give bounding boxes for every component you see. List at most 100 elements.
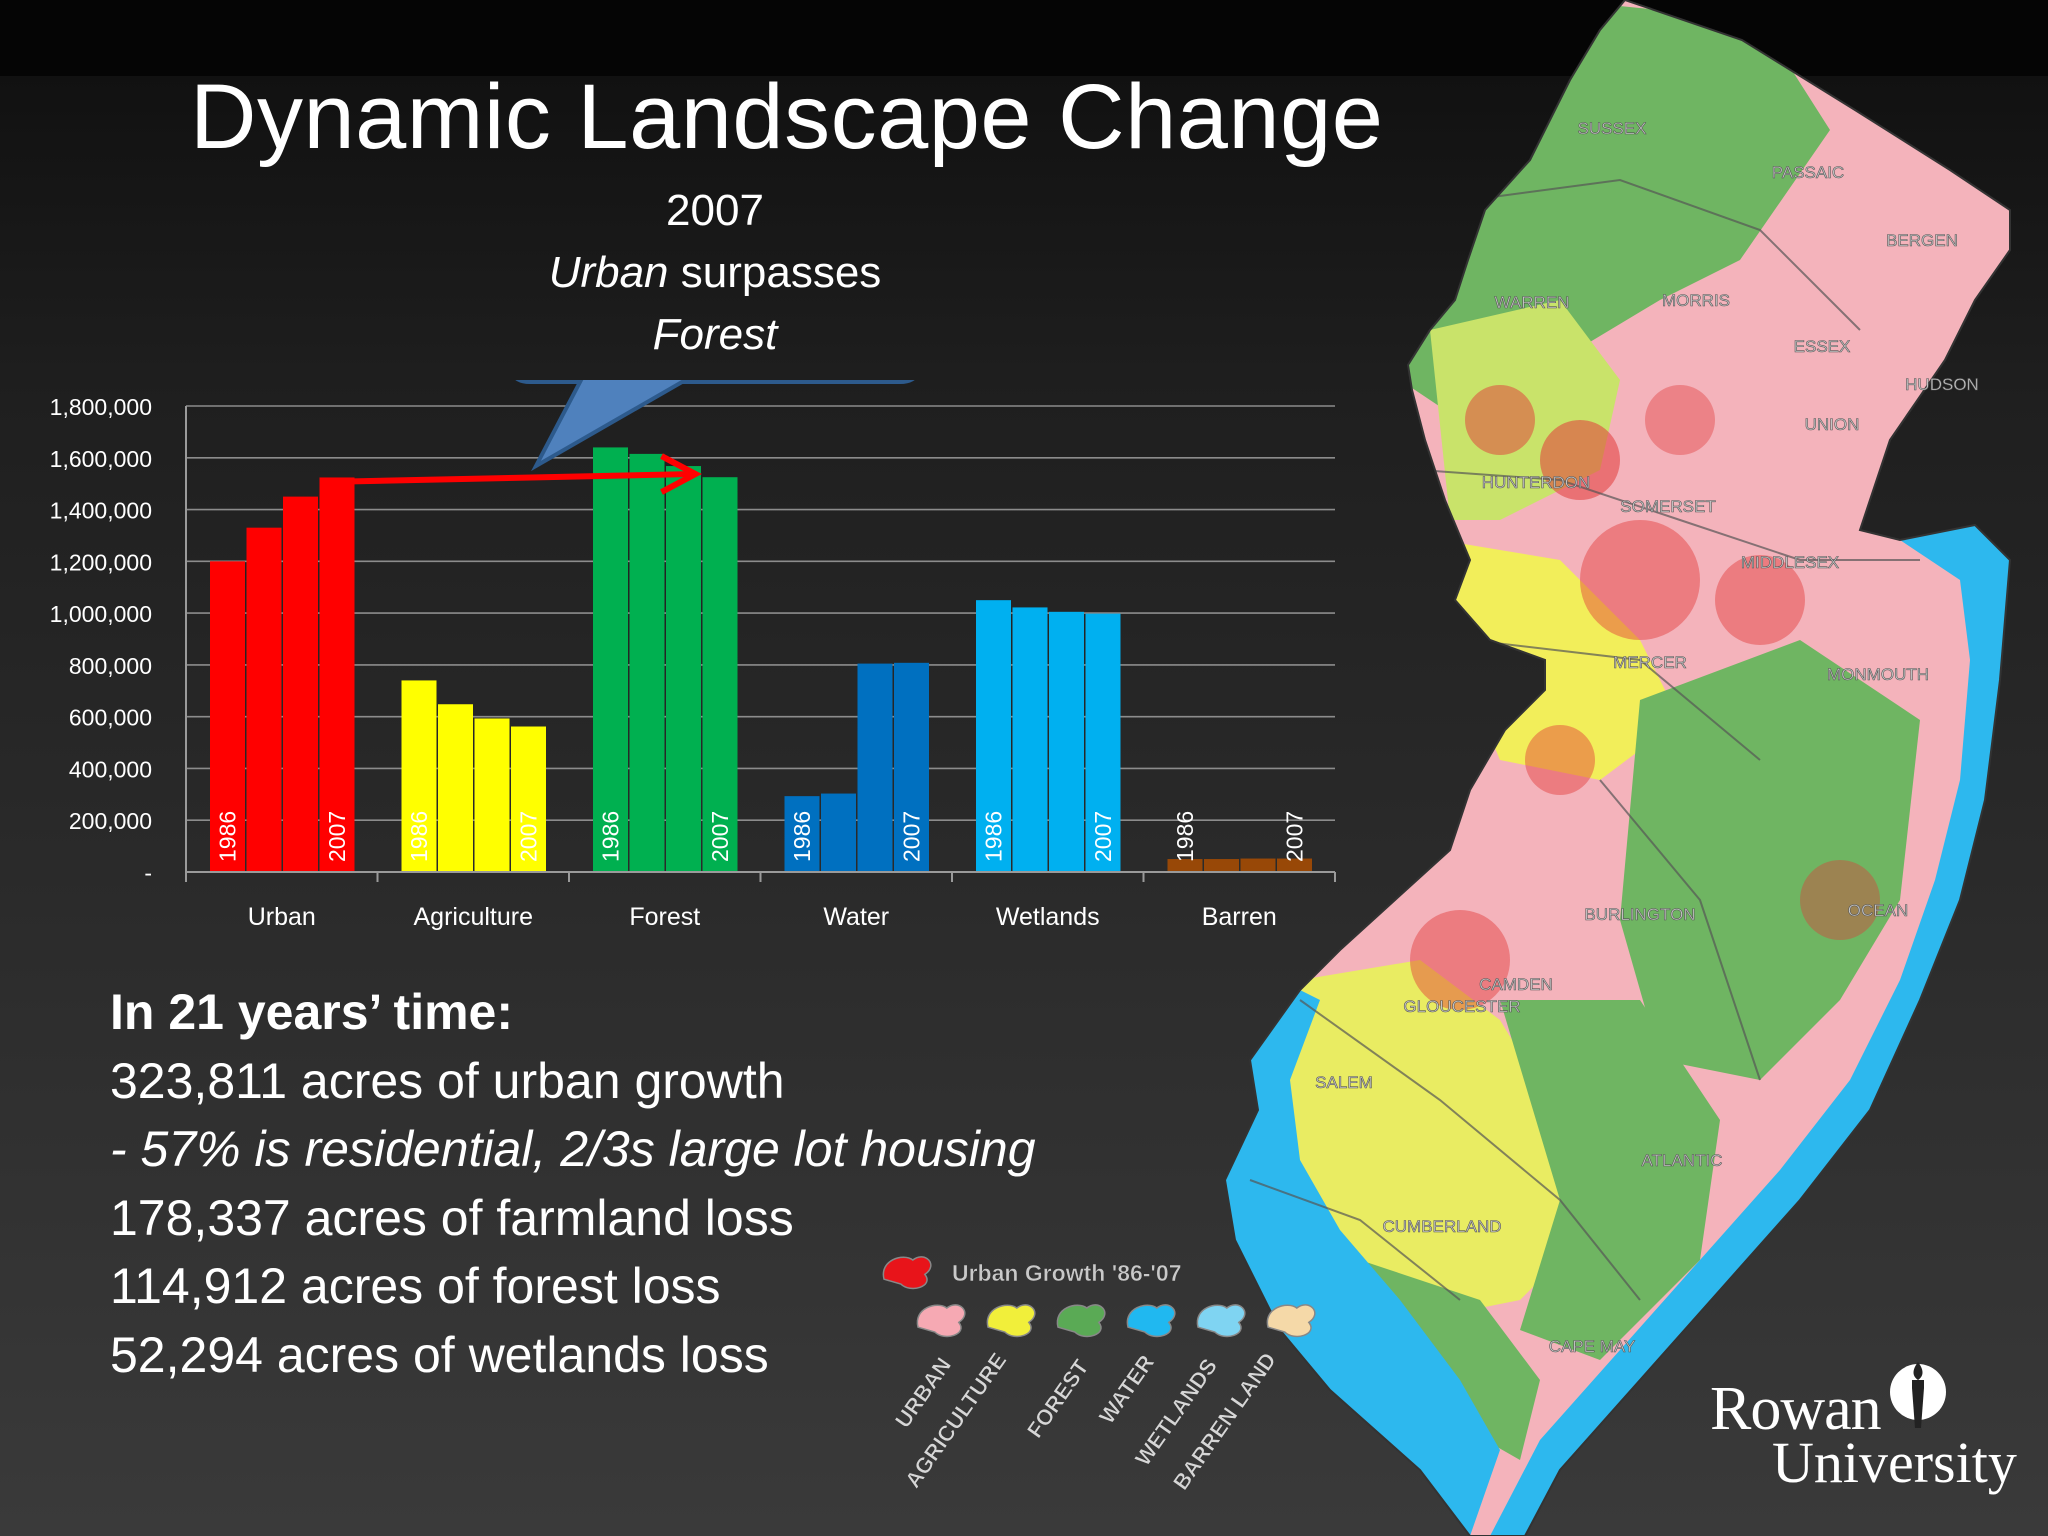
bar-barren-0: [1167, 859, 1203, 872]
bar-wetlands-2: [1049, 611, 1084, 872]
bar-year-label: 1986: [981, 811, 1007, 862]
y-tick-label: 1,800,000: [50, 394, 152, 420]
logo-university: University: [1772, 1430, 2017, 1495]
bar-barren-1: [1204, 859, 1239, 872]
bar-agriculture-0: [401, 680, 437, 872]
bar-year-label: 1986: [598, 811, 624, 862]
callout-bubble: [515, 380, 915, 472]
x-category-label: Forest: [629, 903, 700, 931]
x-category-label: Urban: [248, 903, 316, 931]
bar-forest-1: [629, 453, 665, 872]
county-label: WARREN: [1495, 293, 1570, 312]
county-label: CAPE MAY: [1549, 1337, 1636, 1356]
bar-year-label: 2007: [899, 811, 925, 862]
bar-barren-2: [1240, 858, 1276, 872]
callout-surpasses: surpasses: [668, 248, 882, 297]
bar-wetlands-3: [1085, 613, 1121, 872]
county-label: HUDSON: [1905, 375, 1979, 394]
legend-swatch: [916, 1304, 966, 1338]
urban-surpasses-forest-arrow: [325, 453, 702, 495]
bar-agriculture-1: [438, 704, 473, 872]
county-label: SUSSEX: [1578, 119, 1647, 138]
bar-urban-2: [283, 496, 318, 872]
summary-farmland-loss: 178,337 acres of farmland loss: [110, 1189, 794, 1246]
bar-year-label: 1986: [406, 811, 432, 862]
summary-urban-growth: 323,811 acres of urban growth: [110, 1052, 785, 1109]
nj-land-use-map: SUSSEX PASSAIC BERGEN WARREN MORRIS ESSEX HUDS…: [1224, 0, 2011, 1536]
bar-year-label: 2007: [1090, 811, 1116, 862]
chart-y-ticks: - 200,000 400,000 600,000 800,000 1,000,000 1,…: [50, 394, 152, 886]
callout-line2: Urban surpasses: [510, 242, 920, 304]
county-label: BURLINGTON: [1584, 905, 1695, 924]
bar-agriculture-2: [474, 718, 510, 872]
county-label: CUMBERLAND: [1382, 1217, 1501, 1236]
bar-urban-3: [319, 477, 355, 872]
bar-water-0: [784, 796, 820, 872]
bar-barren-3: [1277, 858, 1312, 872]
chart-bars: [210, 447, 1312, 872]
bar-forest-2: [666, 466, 701, 872]
summary-heading: In 21 years’ time:: [110, 984, 514, 1040]
x-category-label: Agriculture: [414, 903, 534, 931]
legend-label-water: WATER: [1094, 1350, 1160, 1429]
bar-water-2: [857, 663, 893, 872]
x-category-label: Wetlands: [996, 903, 1100, 931]
legend-swatch: [986, 1304, 1036, 1338]
county-label: MONMOUTH: [1827, 665, 1929, 684]
bar-water-3: [894, 662, 929, 872]
callout-text: 2007 Urban surpasses Forest: [510, 180, 920, 366]
county-label: UNION: [1805, 415, 1860, 434]
bar-year-label: 2007: [516, 811, 542, 862]
bar-forest-0: [593, 447, 628, 872]
bar-year-label: 1986: [215, 811, 241, 862]
bar-wetlands-0: [976, 600, 1011, 872]
legend-swatch: [1196, 1304, 1246, 1338]
y-tick-label: 1,600,000: [50, 446, 152, 472]
legend-swatch: [1126, 1304, 1176, 1338]
county-label: MORRIS: [1662, 291, 1730, 310]
county-label: MIDDLESEX: [1741, 553, 1839, 572]
legend-swatch-urban-growth: [882, 1256, 932, 1290]
bar-year-label: 1986: [1172, 811, 1198, 862]
county-label: CAMDEN: [1479, 975, 1553, 994]
county-label: SOMERSET: [1620, 497, 1715, 516]
y-tick-label: -: [144, 860, 152, 886]
bar-year-label: 1986: [789, 811, 815, 862]
bar-urban-1: [246, 527, 282, 872]
county-label: HUNTERDON: [1482, 473, 1591, 492]
bar-water-1: [821, 793, 856, 872]
callout-forest: Forest: [652, 310, 778, 359]
slide-title: Dynamic Landscape Change: [190, 66, 1384, 168]
chart-gridlines: [186, 405, 1335, 822]
bar-year-label: 2007: [707, 811, 733, 862]
bar-year-label: 2007: [1282, 811, 1308, 862]
map-county-labels: SUSSEX PASSAIC BERGEN WARREN MORRIS ESSEX HUDS…: [1315, 119, 1979, 1357]
county-label: MERCER: [1613, 653, 1687, 672]
y-tick-label: 600,000: [69, 705, 152, 731]
y-tick-label: 1,200,000: [50, 549, 152, 575]
torch-icon: [1890, 1362, 1946, 1428]
y-tick-label: 400,000: [69, 756, 152, 782]
summary-residential: - 57% is residential, 2/3s large lot hou…: [110, 1121, 1036, 1177]
county-label: BERGEN: [1886, 231, 1958, 250]
legend-swatch: [1056, 1304, 1106, 1338]
bar-urban-0: [210, 561, 245, 872]
y-tick-label: 1,400,000: [50, 498, 152, 524]
bar-year-label: 2007: [324, 811, 350, 862]
legend-swatch: [1266, 1304, 1316, 1338]
summary-forest-loss: 114,912 acres of forest loss: [110, 1258, 721, 1314]
county-label: GLOUCESTER: [1403, 997, 1520, 1016]
map-legend-swatches: [882, 1256, 1316, 1338]
callout-urban: Urban: [548, 248, 669, 297]
landscape-bar-chart: 1986 2007 1986 2007 1986 2007 1986 2007 1986 2007…: [50, 380, 1336, 931]
summary-wetlands-loss: 52,294 acres of wetlands loss: [110, 1326, 769, 1383]
chart-category-labels: Urban Agriculture Forest Water Wetlands Barre…: [248, 903, 1277, 931]
y-tick-label: 1,000,000: [50, 601, 152, 627]
callout-year: 2007: [666, 186, 764, 235]
bar-wetlands-1: [1012, 607, 1048, 872]
summary-block: In 21 years’ time: 323,811 acres of urba…: [110, 978, 1036, 1389]
county-label: ATLANTIC: [1642, 1151, 1723, 1170]
bar-forest-3: [702, 477, 738, 872]
y-tick-label: 200,000: [69, 808, 152, 834]
x-category-label: Barren: [1202, 903, 1277, 931]
